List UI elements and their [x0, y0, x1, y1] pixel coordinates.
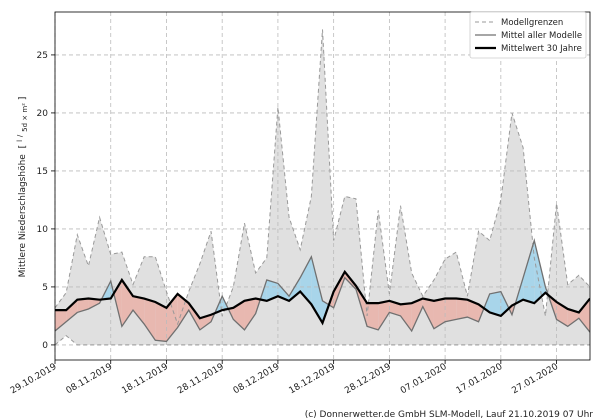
anomaly-fill-dry	[55, 310, 67, 331]
y-tick-label: 20	[37, 109, 49, 119]
anomaly-fill-dry	[88, 298, 100, 309]
series-line-upper-bound	[55, 29, 590, 326]
anomaly-fill-dry	[411, 298, 423, 331]
anomaly-fill-dry	[567, 308, 579, 327]
x-tick-label: 18.11.2019	[120, 362, 170, 397]
anomaly-fill-dry	[177, 293, 189, 328]
anomaly-fill-dry	[233, 300, 245, 330]
anomaly-fill-dry	[456, 298, 468, 320]
anomaly-fill-dry	[121, 279, 134, 327]
anomaly-fill-dry	[578, 298, 590, 333]
y-axis-title-unit-den: 5d × m²	[21, 103, 29, 132]
anomaly-fill-dry	[199, 314, 212, 330]
x-tick-label: 07.01.2020	[399, 362, 449, 397]
anomaly-fill-dry	[77, 298, 89, 313]
x-tick-label: 08.11.2019	[65, 362, 115, 397]
anomaly-fill-dry	[422, 298, 434, 329]
anomaly-fill-wet	[523, 240, 535, 304]
anomaly-fill-dry	[133, 296, 145, 325]
anomaly-fill-wet	[489, 291, 501, 316]
x-axis: 29.10.2019 08.11.2019 18.11.2019 28.11.2019…	[9, 360, 560, 396]
x-tick-label: 29.10.2019	[9, 362, 59, 397]
anomaly-fill-dry	[433, 298, 446, 329]
x-tick-label: 28.12.2019	[343, 362, 393, 397]
series-line-model-mean	[55, 238, 590, 343]
anomaly-fill-dry	[66, 299, 78, 322]
y-axis-title-unit-num: l	[16, 140, 24, 142]
model-range-band	[55, 29, 590, 345]
y-axis-title-unit-sep: /	[16, 134, 24, 137]
anomaly-fill-dry	[400, 303, 412, 331]
x-tick-label: 27.01.2020	[510, 362, 560, 397]
y-axis-title-bracket: [	[18, 145, 28, 149]
y-tick-label: 25	[37, 51, 48, 61]
legend: Modellgrenzen Mittel aller Modelle Mittelw…	[469, 11, 587, 59]
series-line-climatology	[55, 269, 590, 326]
y-tick-label: 5	[42, 283, 48, 293]
anomaly-fill-wet	[534, 240, 546, 304]
plot-area: 0 5 10 15 20 25 29.10.2019 08.11.2019 18.11.2019…	[9, 11, 591, 396]
anomaly-fill-dry	[144, 298, 156, 341]
y-axis: 0 5 10 15 20 25	[37, 51, 55, 351]
anomaly-fill-dry	[467, 299, 479, 322]
anomaly-fill-wet	[266, 279, 278, 301]
x-tick-label: 18.12.2019	[288, 362, 338, 397]
y-axis-label: Mittlere Niederschlagshöhe [ l / 5d × m²…	[15, 97, 30, 278]
anomaly-fill-dry	[389, 300, 401, 316]
legend-box	[469, 11, 587, 59]
x-tick-label: 17.01.2020	[455, 362, 505, 397]
series-line-lower-bound	[55, 334, 590, 346]
y-axis-title-main: Mittlere Niederschlagshöhe	[18, 154, 28, 278]
x-tick-label: 08.12.2019	[232, 362, 282, 397]
x-tick-label: 28.11.2019	[176, 362, 226, 397]
anomaly-fill-dry	[244, 298, 256, 330]
footer-credit: (c) Donnerwetter.de GmbH SLM-Modell, Lau…	[305, 410, 594, 420]
y-tick-label: 10	[37, 225, 49, 235]
legend-label: Modellgrenzen	[501, 18, 563, 28]
y-axis-title: Mittlere Niederschlagshöhe [ l / 5d × m²…	[15, 97, 30, 278]
plot-frame	[54, 11, 591, 361]
legend-label: Mittelwert 30 Jahre	[501, 44, 582, 54]
y-axis-title-bracket-close: ]	[18, 97, 28, 101]
anomaly-fill-dry	[378, 300, 390, 330]
anomaly-fill-wet	[300, 256, 312, 305]
anomaly-fill-dry	[155, 302, 167, 342]
anomaly-fill-dry	[188, 303, 200, 330]
y-tick-label: 0	[42, 341, 48, 351]
y-tick-label: 15	[37, 167, 48, 177]
anomaly-fill-dry	[445, 298, 457, 322]
legend-label: Mittel aller Modelle	[501, 31, 582, 41]
anomaly-fill-dry	[367, 303, 379, 330]
anomaly-fill-wet	[311, 256, 323, 323]
